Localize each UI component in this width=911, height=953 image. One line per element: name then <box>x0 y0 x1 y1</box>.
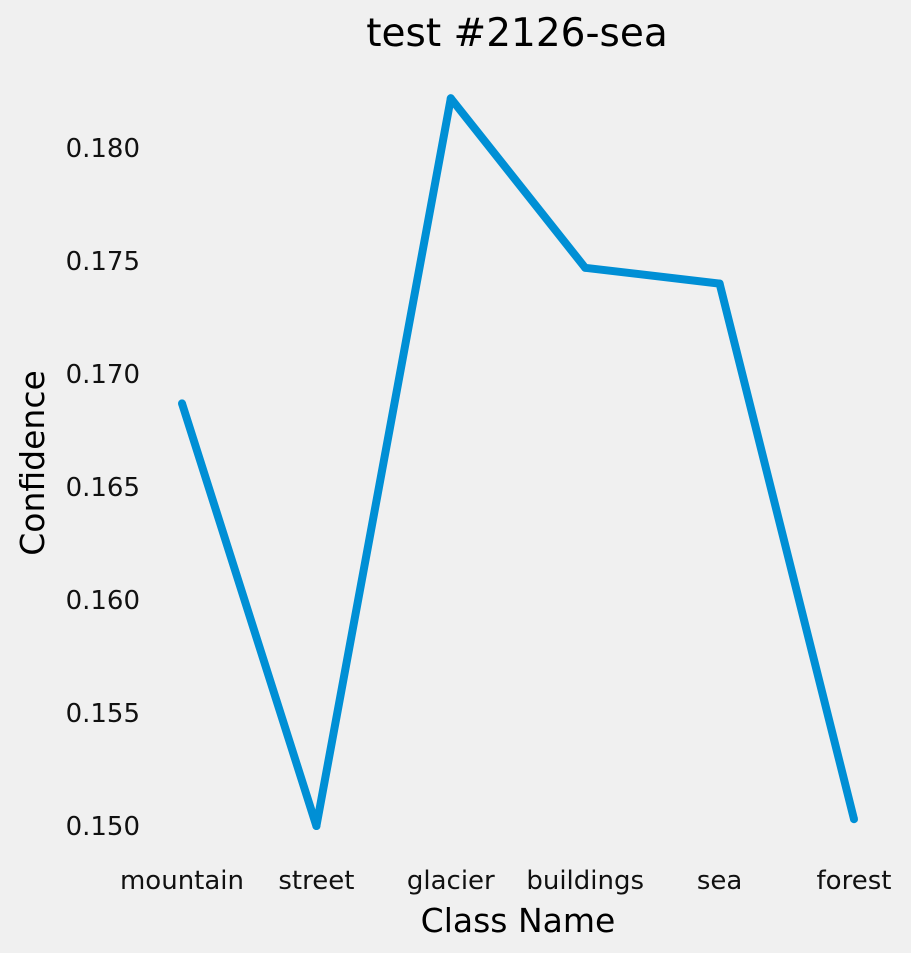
x-axis-label: Class Name <box>421 901 616 940</box>
chart-title: test #2126-sea <box>366 11 668 56</box>
series-line <box>178 94 858 830</box>
data-point <box>312 822 321 830</box>
y-tick-label: 0.150 <box>66 812 140 842</box>
x-tick-label: buildings <box>526 866 644 896</box>
data-point <box>715 279 724 288</box>
y-axis-label: Confidence <box>13 370 52 556</box>
y-tick-label: 0.180 <box>66 134 140 164</box>
data-point <box>446 94 455 103</box>
y-tick-label: 0.155 <box>66 699 140 729</box>
y-tick-label: 0.175 <box>66 247 140 277</box>
y-tick-label: 0.160 <box>66 586 140 616</box>
data-point <box>581 263 590 272</box>
x-axis-ticks: mountain street glacier buildings sea forest <box>120 866 891 896</box>
data-point <box>178 399 186 408</box>
x-tick-label: sea <box>697 866 742 896</box>
y-tick-label: 0.165 <box>66 473 140 503</box>
x-tick-label: forest <box>817 866 892 896</box>
y-axis-ticks: 0.150 0.155 0.160 0.165 0.170 0.175 0.180 <box>66 134 140 842</box>
x-tick-label: street <box>278 866 354 896</box>
series-layer <box>178 94 858 830</box>
data-point <box>850 815 858 824</box>
x-tick-label: glacier <box>407 866 495 896</box>
y-tick-label: 0.170 <box>66 360 140 390</box>
x-tick-label: mountain <box>120 866 244 896</box>
